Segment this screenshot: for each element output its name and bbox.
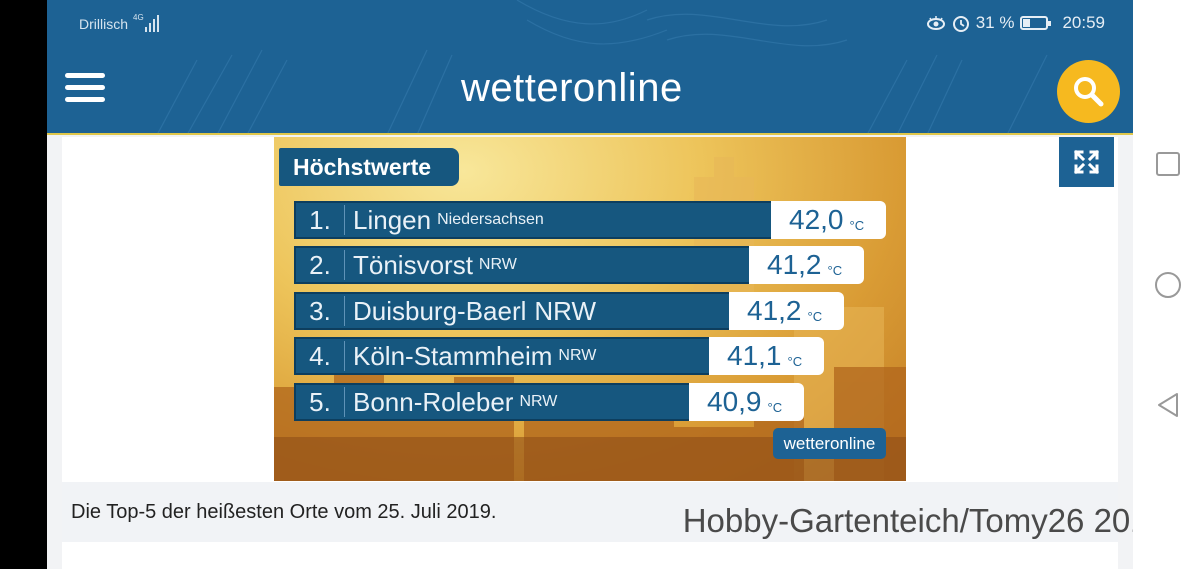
battery-icon xyxy=(1020,16,1052,30)
expand-icon xyxy=(1073,149,1100,175)
next-card xyxy=(62,542,1118,569)
android-navigation-bar xyxy=(1133,0,1201,569)
hoechstwerte-image[interactable]: Höchstwerte 1. Lingen Niedersachsen 42,0… xyxy=(274,137,906,481)
temperature-box: 40,9 °C xyxy=(689,383,804,421)
city-name: Lingen xyxy=(353,204,432,235)
ranking-bar: 4. Köln-Stammheim NRW xyxy=(294,337,711,375)
temperature-value: 41,2 xyxy=(767,249,822,280)
temperature-unit: °C xyxy=(807,308,823,324)
eye-comfort-icon xyxy=(926,16,945,30)
region-name: NRW xyxy=(519,393,558,410)
region-name: NRW xyxy=(478,256,517,273)
ranking-row: 2. Tönisvorst NRW 41,2 °C xyxy=(294,246,864,284)
carrier-name: Drillisch xyxy=(79,16,128,32)
city-name: Tönisvorst xyxy=(353,249,473,280)
ranking-row: 1. Lingen Niedersachsen 42,0 °C xyxy=(294,201,886,239)
temperature-box: 41,2 °C xyxy=(729,292,844,330)
rank-number: 4. xyxy=(309,340,331,371)
ranking-row: 5. Bonn-Roleber NRW 40,9 °C xyxy=(294,383,804,421)
battery-percent: 31 % xyxy=(975,13,1015,32)
recent-apps-icon[interactable] xyxy=(1155,151,1181,177)
image-brand-logo: wetteronline xyxy=(773,428,886,459)
ranking-bar: 1. Lingen Niedersachsen xyxy=(294,201,773,239)
region-name: NRW xyxy=(558,347,597,364)
back-icon[interactable] xyxy=(1155,391,1181,419)
signal-strength-icon: 4G xyxy=(133,13,159,32)
image-caption: Die Top-5 der heißesten Orte vom 25. Jul… xyxy=(71,501,497,523)
rank-number: 2. xyxy=(309,249,331,280)
watermark-text: Hobby-Gartenteich/Tomy26 2019 xyxy=(682,502,1167,539)
region-name: NRW xyxy=(534,295,597,326)
phone-screen: Drillisch 4G 31 % 20:59 wetteronline xyxy=(47,0,1133,569)
temperature-unit: °C xyxy=(849,217,865,233)
ranking-row: 4. Köln-Stammheim NRW 41,1 °C xyxy=(294,337,824,375)
ranking-row: 3. Duisburg-Baerl NRW 41,2 °C xyxy=(294,292,844,330)
temperature-unit: °C xyxy=(827,262,843,278)
fullscreen-button[interactable] xyxy=(1059,137,1114,187)
home-icon[interactable] xyxy=(1154,271,1182,299)
article-card: Höchstwerte 1. Lingen Niedersachsen 42,0… xyxy=(62,137,1118,482)
region-name: Niedersachsen xyxy=(437,211,544,228)
temperature-unit: °C xyxy=(767,399,783,415)
network-type: 4G xyxy=(133,13,144,22)
battery-level xyxy=(1023,19,1031,27)
brand-logo[interactable]: wetteronline xyxy=(461,66,683,110)
search-icon xyxy=(1074,77,1104,107)
ranking-bar: 5. Bonn-Roleber NRW xyxy=(294,383,691,421)
city-name: Bonn-Roleber xyxy=(353,386,514,417)
ranking-bar: 2. Tönisvorst NRW xyxy=(294,246,751,284)
city-name: Köln-Stammheim xyxy=(353,340,553,371)
temperature-box: 42,0 °C xyxy=(771,201,886,239)
clock: 20:59 xyxy=(1062,13,1105,32)
caption-bar: Die Top-5 der heißesten Orte vom 25. Jul… xyxy=(62,482,1118,542)
rank-number: 1. xyxy=(309,204,331,235)
rank-number: 3. xyxy=(309,295,331,326)
rank-number: 5. xyxy=(309,386,331,417)
temperature-value: 41,2 xyxy=(747,295,802,326)
search-button[interactable] xyxy=(1057,60,1120,123)
header-pattern xyxy=(157,0,1048,133)
app-header: Drillisch 4G 31 % 20:59 wetteronline xyxy=(47,0,1133,135)
temperature-value: 42,0 xyxy=(789,204,844,235)
alarm-icon xyxy=(952,16,969,32)
city-name: Duisburg-Baerl xyxy=(353,295,527,326)
temperature-value: 41,1 xyxy=(727,340,782,371)
hamburger-menu-icon[interactable] xyxy=(65,73,105,107)
hoechstwerte-title: Höchstwerte xyxy=(279,148,459,186)
temperature-box: 41,2 °C xyxy=(749,246,864,284)
status-icons: 31 % 20:59 xyxy=(926,13,1105,33)
ranking-bar: 3. Duisburg-Baerl NRW xyxy=(294,292,731,330)
temperature-box: 41,1 °C xyxy=(709,337,824,375)
temperature-unit: °C xyxy=(787,353,803,369)
temperature-value: 40,9 xyxy=(707,386,762,417)
